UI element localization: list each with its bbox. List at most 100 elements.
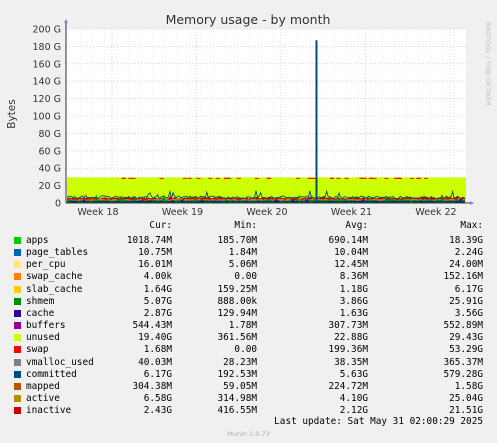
legend-series-name: per_cpu (26, 259, 66, 271)
legend-row: active 6.58G 314.98M 4.10G 25.04G (0, 393, 497, 405)
legend-value-max: 3.56G (454, 307, 483, 319)
legend-value-cur: 40.03M (138, 356, 172, 368)
legend-row: mapped 304.38M 59.05M 224.72M 1.58G (0, 381, 497, 393)
legend-value-max: 25.91G (449, 295, 483, 307)
legend-value-cur: 4.00k (143, 271, 172, 283)
y-tick-label: 200 G (32, 25, 61, 36)
legend-value-avg: 10.04M (334, 247, 368, 259)
legend-value-min: 159.25M (217, 283, 257, 295)
legend-row: per_cpu 16.01M 5.06M 12.45M 24.00M (0, 259, 497, 271)
grid-lines (66, 28, 466, 204)
y-tick-label: 100 G (32, 112, 61, 123)
legend-swatch (14, 394, 21, 402)
legend-row: swap 1.68M 0.00 199.36M 53.29G (0, 344, 497, 356)
legend-value-min: 0.00 (234, 271, 257, 283)
legend-value-cur: 544.43M (132, 320, 172, 332)
legend-swatch (14, 346, 21, 354)
x-tick-label: Week 20 (246, 207, 287, 218)
legend-value-avg: 224.72M (328, 380, 368, 392)
legend-header-cur: Cur: (149, 220, 172, 231)
legend-value-cur: 16.01M (138, 259, 172, 271)
legend-swatch (14, 249, 21, 257)
legend-value-cur: 5.07G (143, 295, 172, 307)
legend-series-name: cache (26, 307, 55, 319)
x-axis-arrow (470, 201, 474, 205)
legend-value-min: 314.98M (217, 392, 257, 404)
legend-value-min: 1.78M (228, 320, 257, 332)
legend-swatch (14, 309, 21, 317)
legend-value-max: 1.58G (454, 380, 483, 392)
legend-value-min: 5.06M (228, 259, 257, 271)
y-tick-label: 20 G (39, 181, 61, 192)
legend-row: buffers 544.43M 1.78M 307.73M 552.89M (0, 320, 497, 332)
legend-swatch (14, 273, 21, 281)
x-tick-label: Week 18 (77, 207, 118, 218)
legend-swatch (14, 322, 21, 330)
legend-header: Cur: Min: Avg: Max: (0, 220, 497, 232)
legend-value-cur: 1018.74M (126, 235, 172, 246)
legend-value-avg: 199.36M (328, 344, 368, 356)
legend-value-max: 53.29G (449, 344, 483, 356)
legend-value-min: 1.84M (228, 247, 257, 259)
legend-series-name: vmalloc_used (26, 356, 94, 368)
legend-value-min: 192.53M (217, 368, 257, 380)
legend-value-avg: 38.35M (334, 356, 368, 368)
x-tick-label: Week 21 (331, 207, 372, 218)
y-tick-label: 180 G (32, 42, 61, 53)
legend-value-cur: 2.43G (143, 405, 172, 417)
y-tick-label: 120 G (32, 94, 61, 105)
legend-value-min: 185.70M (217, 235, 257, 246)
legend-series-name: mapped (26, 380, 60, 392)
legend-value-max: 2.24G (454, 247, 483, 259)
legend-value-avg: 690.14M (328, 235, 368, 246)
legend-series-name: committed (26, 368, 77, 380)
legend-value-min: 59.05M (223, 380, 257, 392)
legend-swatch (14, 237, 21, 244)
legend-value-cur: 2.87G (143, 307, 172, 319)
legend-value-max: 21.51G (449, 405, 483, 417)
y-tick-label: 160 G (32, 59, 61, 70)
x-tick-label: Week 22 (415, 207, 456, 218)
legend-value-avg: 22.88G (334, 332, 368, 344)
chart: Memory usage - by month Bytes RRDTOOL / … (6, 12, 492, 218)
legend-value-min: 129.94M (217, 307, 257, 319)
legend-value-cur: 10.75M (138, 247, 172, 259)
legend-row: cache 2.87G 129.94M 1.63G 3.56G (0, 308, 497, 320)
axes: 0 20 G 40 G 60 G 80 G 100 G 120 G 140 G 160 G 180… (32, 19, 474, 218)
legend-value-max: 365.37M (443, 356, 483, 368)
legend-series-name: inactive (26, 405, 72, 417)
legend-value-max: 18.39G (449, 235, 483, 246)
legend-row: page_tables 10.75M 1.84M 10.04M 2.24G (0, 247, 497, 259)
legend-value-max: 152.16M (443, 271, 483, 283)
legend-value-min: 361.56M (217, 332, 257, 344)
legend-value-avg: 5.63G (339, 368, 368, 380)
legend-value-avg: 307.73M (328, 320, 368, 332)
legend-value-cur: 1.68M (143, 344, 172, 356)
legend-series-name: page_tables (26, 247, 89, 259)
legend-value-max: 6.17G (454, 283, 483, 295)
y-tick-label: 40 G (39, 164, 61, 175)
y-tick-label: 80 G (39, 129, 61, 140)
y-axis-label: Bytes (6, 99, 18, 128)
legend-value-avg: 2.12G (339, 405, 368, 417)
legend-series-name: slab_cache (26, 283, 83, 295)
legend-row: swap_cache 4.00k 0.00 8.36M 152.16M (0, 271, 497, 283)
legend-value-max: 579.28G (443, 368, 483, 380)
legend-row: inactive 2.43G 416.55M 2.12G 21.51G (0, 405, 497, 417)
x-tick-label: Week 19 (162, 207, 203, 218)
legend-value-avg: 12.45M (334, 259, 368, 271)
legend-value-avg: 1.18G (339, 283, 368, 295)
legend-row: unused 19.40G 361.56M 22.88G 29.43G (0, 332, 497, 344)
legend-row: committed 6.17G 192.53M 5.63G 579.28G (0, 369, 497, 381)
y-tick-label: 60 G (39, 146, 61, 157)
legend-row: apps 1018.74M 185.70M 690.14M 18.39G (0, 235, 497, 247)
legend-value-cur: 304.38M (132, 380, 172, 392)
munin-version: Munin 2.0.73 (227, 430, 270, 438)
y-tick-label: 140 G (32, 77, 61, 88)
legend-value-max: 552.89M (443, 320, 483, 332)
last-update: Last update: Sat May 31 02:00:29 2025 (274, 416, 483, 427)
legend-series-name: buffers (26, 320, 66, 332)
legend-row: slab_cache 1.64G 159.25M 1.18G 6.17G (0, 284, 497, 296)
series-area-page-tables (67, 200, 465, 203)
